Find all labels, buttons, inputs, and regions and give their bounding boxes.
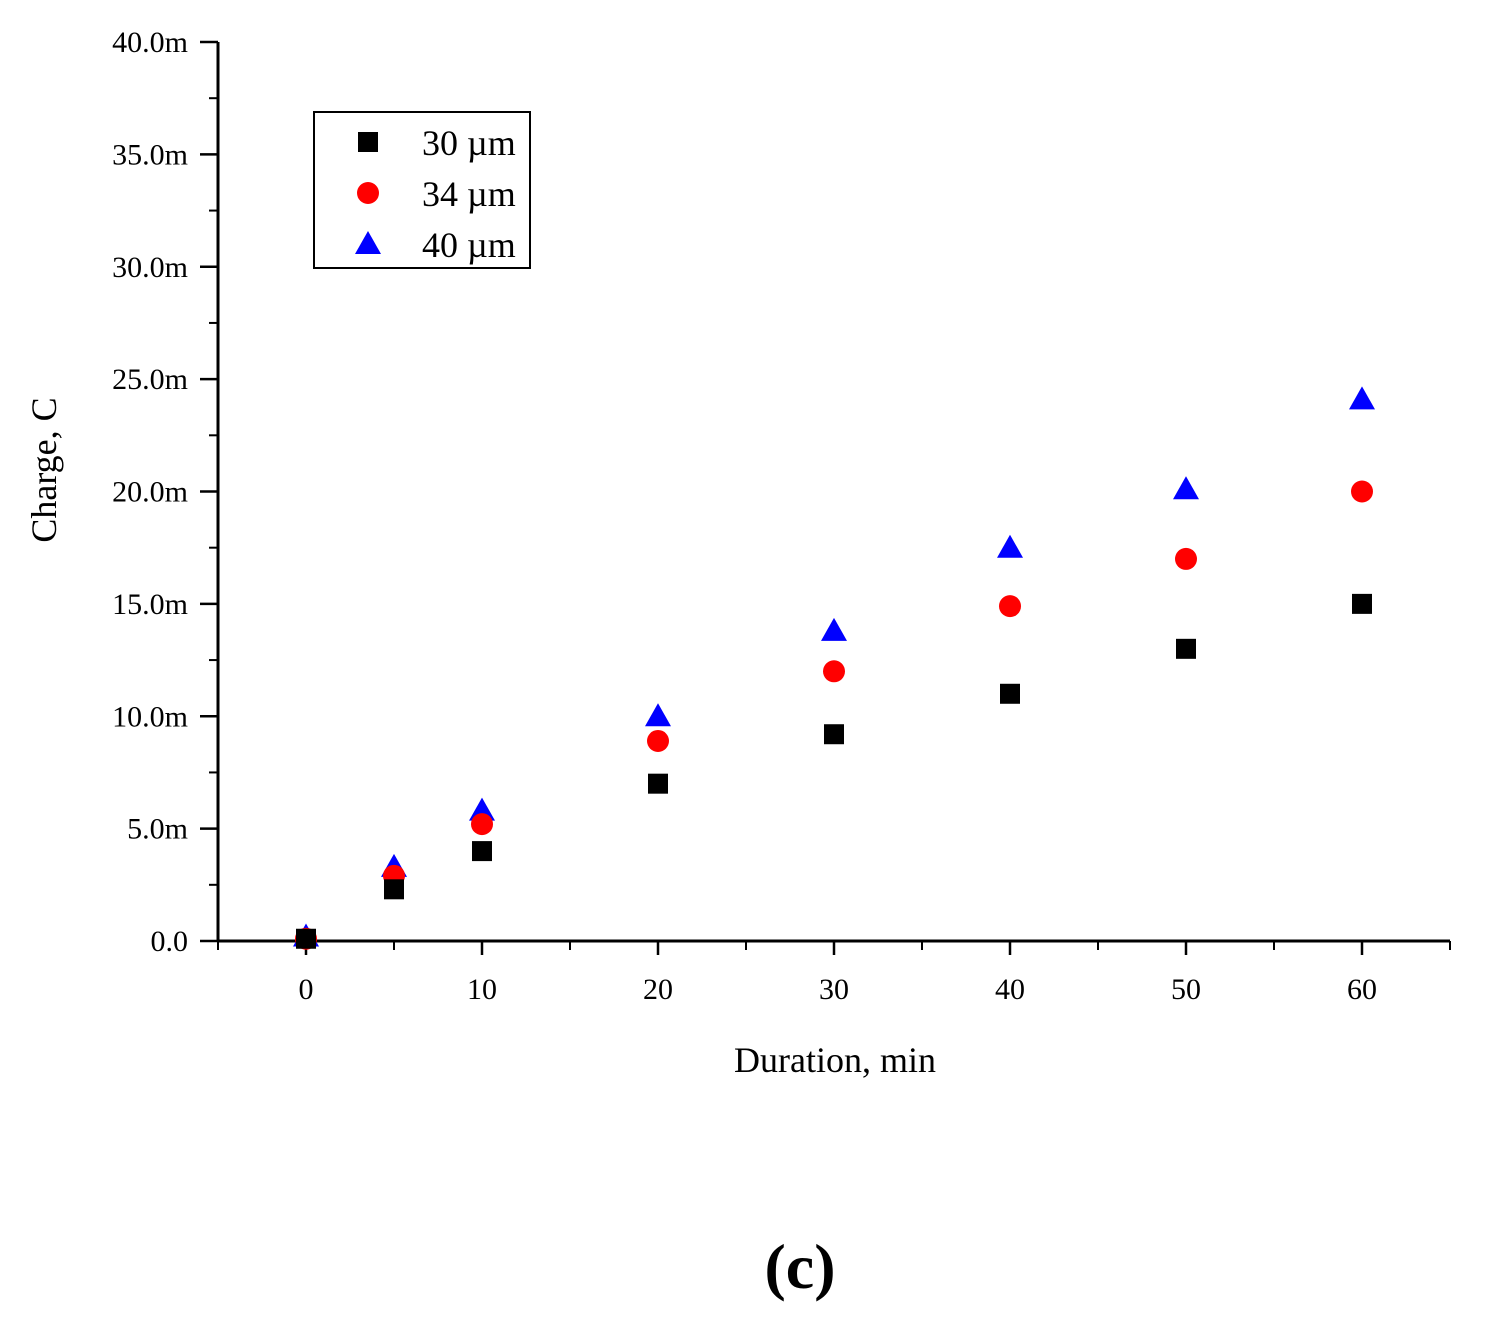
y-tick-label: 40.0m: [112, 26, 188, 59]
data-point-circle: [1351, 480, 1373, 503]
data-point-circle: [1175, 547, 1197, 570]
data-point-triangle: [997, 534, 1023, 558]
data-point-circle: [471, 813, 493, 836]
y-tick-label: 15.0m: [112, 588, 188, 621]
y-axis-title: Charge, C: [24, 397, 64, 542]
legend-label: 30 µm: [422, 123, 516, 163]
data-point-triangle: [1173, 476, 1199, 500]
x-tick-label: 30: [819, 973, 849, 1006]
x-tick-label: 50: [1171, 973, 1201, 1006]
legend-label: 34 µm: [422, 174, 516, 214]
panel-label: (c): [764, 1231, 835, 1302]
data-point-triangle: [645, 703, 671, 727]
data-point-circle: [823, 660, 845, 683]
x-tick-label: 20: [643, 973, 673, 1006]
data-point-square: [1352, 593, 1372, 614]
legend-box: [313, 111, 531, 269]
x-tick-label: 60: [1347, 973, 1377, 1006]
legend: 30 µm 34 µm 40 µm: [313, 111, 531, 269]
legend-marker-triangle: [355, 231, 381, 254]
data-point-square: [824, 724, 844, 745]
x-tick-label: 10: [467, 973, 497, 1006]
y-tick-label: 25.0m: [112, 363, 188, 396]
data-point-circle: [999, 595, 1021, 618]
data-points: [293, 386, 1375, 950]
data-point-square: [1176, 638, 1196, 659]
data-point-triangle: [1349, 386, 1375, 410]
legend-marker-square: [358, 132, 378, 152]
data-point-square: [472, 841, 492, 862]
x-tick-label: 0: [299, 973, 314, 1006]
data-point-square: [296, 928, 316, 949]
data-point-circle: [647, 729, 669, 752]
y-tick-label: 35.0m: [112, 138, 188, 171]
legend-marker-circle: [357, 182, 379, 204]
data-point-triangle: [821, 617, 847, 641]
data-point-square: [1000, 683, 1020, 704]
data-point-square: [648, 773, 668, 794]
data-point-triangle: [469, 797, 495, 821]
axis-ticks: 0.0 5.0m 10.0m 15.0m 20.0m 25.0m 30.0m 35.0m 40.…: [112, 26, 1451, 1006]
data-point-square: [384, 879, 404, 900]
y-tick-label: 30.0m: [112, 251, 188, 284]
y-tick-label: 20.0m: [112, 476, 188, 509]
y-tick-label: 0.0: [151, 925, 189, 958]
y-tick-label: 10.0m: [112, 700, 188, 733]
legend-label: 40 µm: [422, 225, 516, 265]
x-axis-title: Duration, min: [734, 1040, 936, 1080]
x-tick-label: 40: [995, 973, 1025, 1006]
y-tick-label: 5.0m: [127, 813, 188, 846]
